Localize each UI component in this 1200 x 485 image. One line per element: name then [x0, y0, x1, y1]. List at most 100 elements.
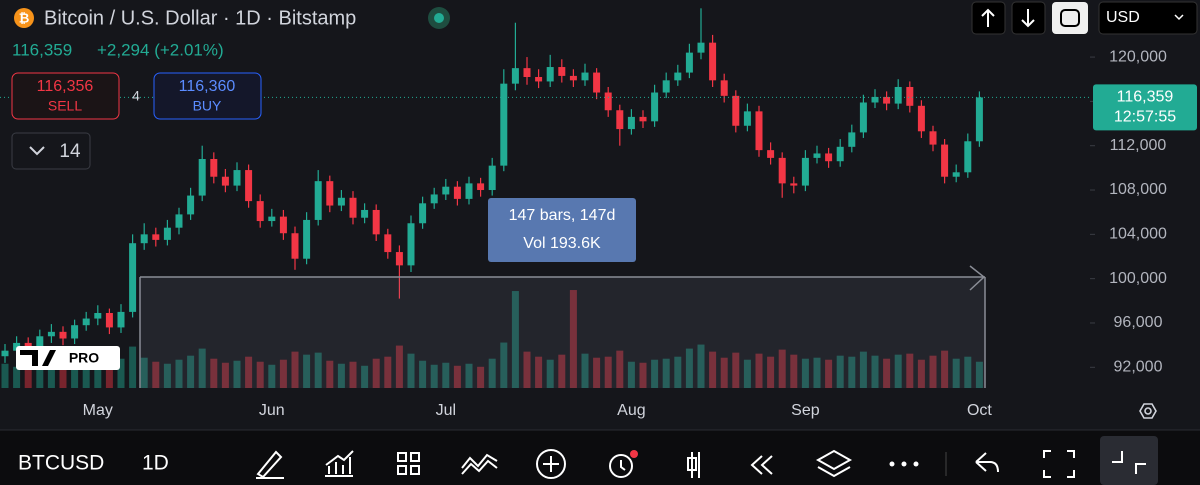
- candle-body: [674, 72, 682, 81]
- candle-body: [848, 132, 856, 147]
- volume-bar: [813, 357, 821, 388]
- objects-icon[interactable]: [815, 449, 853, 478]
- volume-bar: [917, 359, 925, 388]
- volume-bar: [152, 361, 160, 388]
- add-icon[interactable]: [536, 449, 566, 479]
- candle-body: [361, 209, 369, 218]
- last-price: 116,359: [12, 40, 72, 59]
- candle-body: [163, 227, 171, 240]
- volume-bar: [627, 361, 635, 388]
- volume-bar: [337, 363, 345, 388]
- candle-body: [964, 141, 972, 173]
- indicators-icon[interactable]: [325, 450, 354, 477]
- alert-icon[interactable]: [609, 454, 633, 478]
- volume-bar: [790, 354, 798, 388]
- volume-bar: [697, 344, 705, 388]
- volume-bar: [453, 365, 461, 388]
- volume-bar: [105, 367, 113, 388]
- candles-icon[interactable]: [691, 452, 700, 478]
- quantity-dropdown[interactable]: [11, 132, 91, 170]
- volume-bar: [616, 350, 624, 388]
- candle-body: [616, 110, 624, 130]
- volume-bar: [720, 357, 728, 388]
- compare-icon[interactable]: [461, 453, 498, 475]
- volume-bar: [82, 362, 90, 388]
- measure-bars: 147 bars, 147d: [509, 207, 616, 224]
- sell-label: SELL: [48, 98, 82, 114]
- candle-body: [801, 157, 809, 186]
- volume-bar: [941, 350, 949, 388]
- price-change: +2,294 (+2.01%): [97, 40, 224, 59]
- volume-bar: [871, 355, 879, 388]
- volume-bar: [198, 348, 206, 388]
- volume-bar: [442, 362, 450, 388]
- volume-bar: [477, 366, 485, 388]
- volume-bar: [836, 355, 844, 388]
- y-tick-label: 96,000: [1114, 314, 1163, 331]
- measure-range: [140, 277, 985, 388]
- volume-bar: [581, 353, 589, 388]
- candle-body: [929, 131, 937, 145]
- crosshair-button[interactable]: [1100, 436, 1158, 485]
- volume-bar: [465, 363, 473, 388]
- candle-body: [755, 111, 763, 151]
- replay-icon[interactable]: [750, 455, 773, 475]
- candle-body: [941, 144, 949, 177]
- add-icon-plus: [543, 456, 559, 472]
- candle-body: [187, 195, 195, 215]
- currency-dropdown[interactable]: [1098, 1, 1198, 35]
- candle-body: [871, 96, 879, 103]
- candle-body: [407, 223, 415, 266]
- volume-bar: [71, 365, 79, 388]
- fullscreen-icon: [1060, 9, 1080, 27]
- more-icon: [901, 461, 907, 467]
- volume-bar: [94, 360, 102, 388]
- candle-body: [47, 331, 55, 337]
- candle-body: [384, 234, 392, 253]
- candle-body: [94, 313, 102, 319]
- sell-price: 116,356: [37, 78, 94, 95]
- volume-bar: [36, 368, 44, 388]
- buy-price: 116,360: [179, 78, 236, 95]
- candle-body: [778, 157, 786, 184]
- candle-body: [604, 92, 612, 111]
- y-tick-label: 104,000: [1109, 226, 1167, 243]
- candle-body: [36, 336, 44, 348]
- volume-bar: [279, 359, 287, 388]
- sell-button[interactable]: [11, 72, 120, 120]
- volume-bar: [233, 360, 241, 388]
- candle-body: [129, 243, 137, 312]
- logo: [16, 346, 120, 370]
- volume-bar: [535, 356, 543, 388]
- settings-icon[interactable]: [1139, 403, 1157, 419]
- fullscreen-toolbar-icon[interactable]: [1043, 450, 1075, 478]
- candle-body: [581, 72, 589, 81]
- candle-body: [627, 116, 635, 130]
- symbol-title[interactable]: Bitcoin / U.S. Dollar · 1D · Bitstamp: [44, 7, 356, 29]
- draw-icon[interactable]: [256, 450, 284, 479]
- candle-body: [651, 92, 659, 122]
- toolbar-icons: [256, 449, 1075, 479]
- candle-body: [523, 68, 531, 78]
- candle-body: [836, 146, 844, 162]
- candle-body: [859, 102, 867, 133]
- volume-bar: [361, 365, 369, 388]
- toolbar-interval[interactable]: 1D: [142, 452, 169, 475]
- more-icon[interactable]: [889, 461, 895, 467]
- toolbar-symbol[interactable]: BTCUSD: [18, 452, 104, 475]
- buy-label: BUY: [193, 98, 222, 114]
- candle-body: [291, 233, 299, 259]
- volume-bar: [13, 366, 21, 388]
- layouts-icon[interactable]: [397, 452, 420, 475]
- candle-body: [465, 183, 473, 199]
- candle-body: [709, 42, 717, 81]
- candle-body: [303, 219, 311, 259]
- fullscreen-button[interactable]: [1052, 2, 1088, 34]
- buy-button[interactable]: [153, 72, 262, 120]
- candle-body: [233, 170, 241, 186]
- volume-bar: [500, 342, 508, 388]
- btc-icon-glyph: ₿: [19, 10, 30, 25]
- undo-icon[interactable]: [975, 452, 999, 473]
